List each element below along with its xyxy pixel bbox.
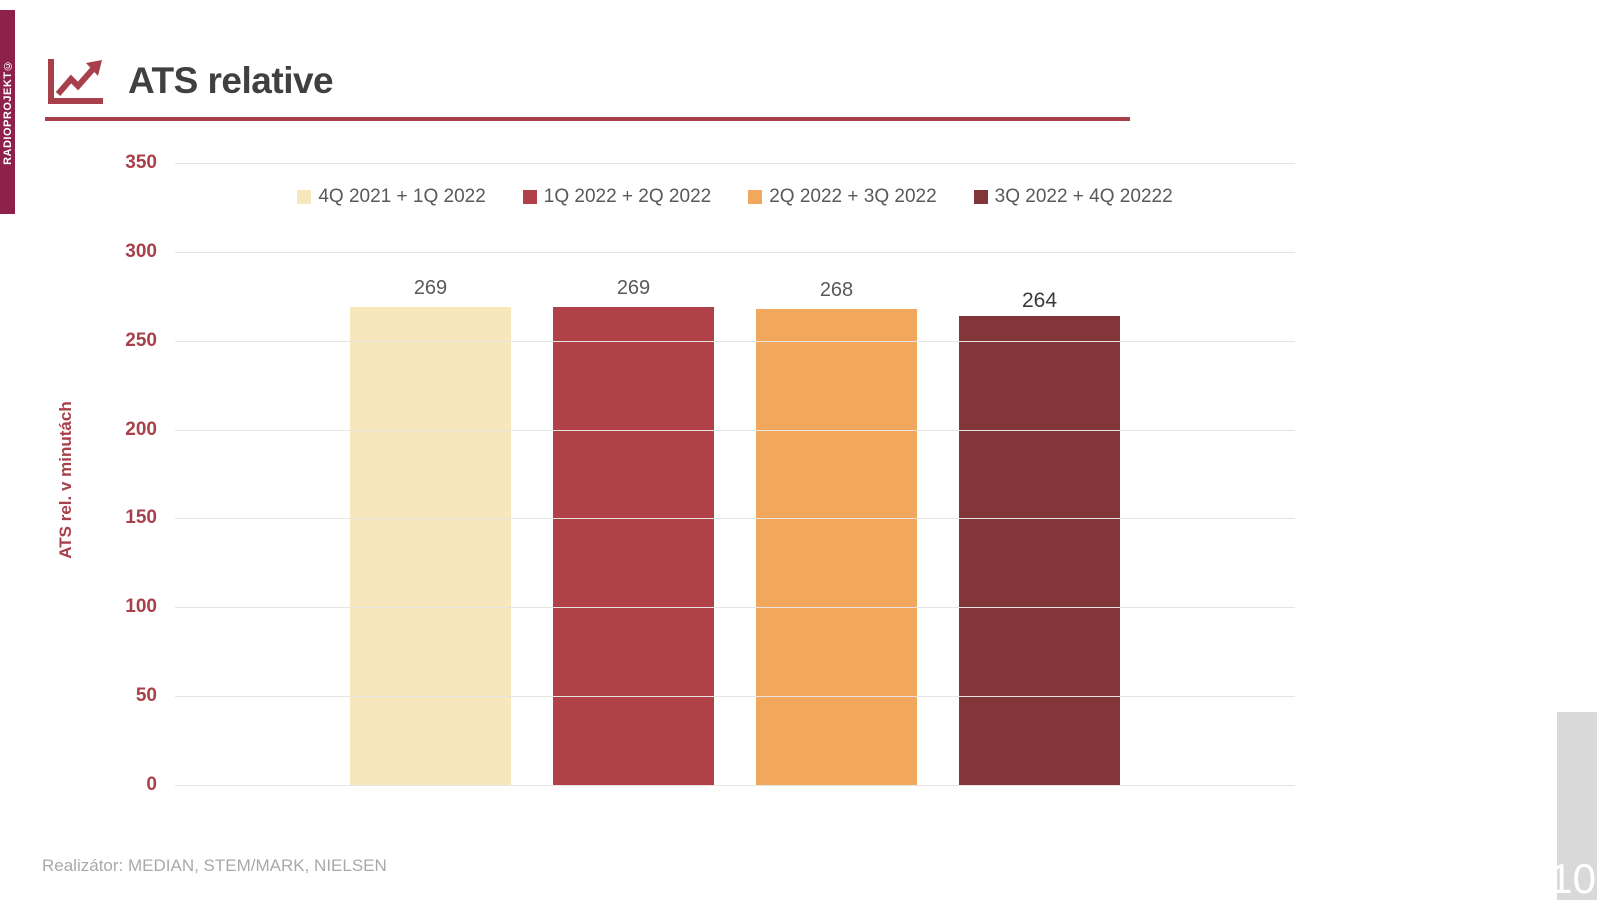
bar-group: 264	[959, 163, 1120, 785]
bar-value-label: 268	[819, 278, 854, 301]
y-tick-label: 300	[125, 240, 157, 262]
bar-group: 269	[553, 163, 714, 785]
brand-ribbon: RADIOPROJEKT©	[0, 10, 15, 214]
bar[interactable]	[959, 315, 1120, 785]
bar[interactable]	[756, 308, 917, 785]
legend-label: 3Q 2022 + 4Q 20222	[994, 186, 1173, 207]
bar-value-label: 269	[616, 276, 651, 299]
legend-item[interactable]: 4Q 2021 + 1Q 2022	[297, 186, 486, 208]
gridline	[175, 429, 1295, 431]
page-number-bar: 10	[1549, 712, 1597, 900]
bar-group: 268	[756, 163, 917, 785]
gridline	[175, 163, 1295, 164]
y-axis-title: ATS rel. v minutách	[56, 401, 75, 559]
bars: 269 269 268 264	[350, 163, 1120, 785]
bar-group: 269	[350, 163, 511, 785]
gridline	[175, 696, 1295, 698]
title-underline	[45, 117, 1130, 121]
bar-value-label: 269	[413, 276, 448, 299]
bar[interactable]	[350, 306, 511, 785]
source-note: Realizátor: MEDIAN, STEM/MARK, NIELSEN	[42, 856, 387, 875]
y-axis-ticks: 350 300 250 200 150 100 50 0	[85, 152, 157, 795]
legend-swatch	[973, 190, 988, 204]
trend-chart-icon	[48, 59, 103, 104]
plot-area: 269 269 268 264	[175, 163, 1295, 786]
page-title: ATS relative	[128, 60, 334, 101]
legend: 4Q 2021 + 1Q 2022 1Q 2022 + 2Q 2022 2Q 202…	[175, 186, 1295, 208]
legend-item[interactable]: 1Q 2022 + 2Q 2022	[522, 186, 712, 208]
gridline	[175, 518, 1295, 520]
y-tick-label: 50	[135, 685, 157, 707]
y-tick-label: 0	[146, 774, 157, 795]
gridline	[175, 251, 1295, 253]
gridline	[175, 785, 1295, 786]
legend-item[interactable]: 2Q 2022 + 3Q 2022	[748, 186, 937, 208]
legend-item[interactable]: 3Q 2022 + 4Q 20222	[973, 186, 1173, 208]
gridline	[175, 607, 1295, 609]
y-tick-label: 150	[125, 507, 157, 529]
bar[interactable]	[553, 306, 714, 785]
y-tick-label: 350	[125, 152, 157, 173]
y-tick-label: 100	[125, 596, 157, 618]
y-tick-label: 250	[125, 329, 157, 351]
bar-value-label: 264	[1021, 288, 1058, 312]
gridline	[175, 340, 1295, 342]
page-number: 10	[1549, 855, 1596, 900]
legend-swatch	[297, 190, 312, 204]
legend-label: 2Q 2022 + 3Q 2022	[769, 186, 937, 207]
legend-label: 1Q 2022 + 2Q 2022	[543, 186, 712, 207]
legend-label: 4Q 2021 + 1Q 2022	[318, 186, 486, 207]
y-tick-label: 200	[125, 418, 157, 440]
legend-swatch	[748, 190, 763, 204]
legend-swatch	[522, 190, 537, 204]
